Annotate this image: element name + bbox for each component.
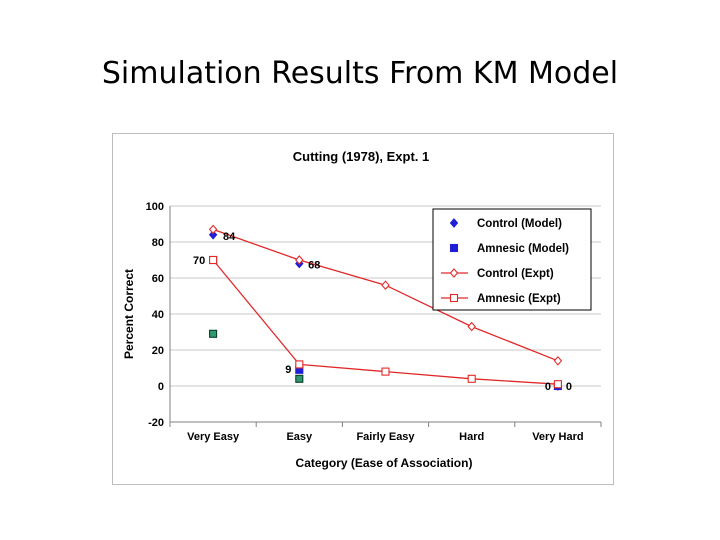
chart-frame: Cutting (1978), Expt. 1 Percent Correct … — [112, 133, 614, 485]
data-label: 68 — [308, 260, 320, 272]
chart-title: Cutting (1978), Expt. 1 — [293, 149, 430, 164]
data-point — [209, 255, 218, 265]
y-tick-label: -20 — [148, 417, 164, 429]
data-point — [209, 329, 218, 338]
chart-legend: Control (Model) Amnesic (Model) Control (E… — [432, 208, 592, 311]
x-tick-label: Very Easy — [187, 431, 240, 443]
data-point — [381, 280, 390, 291]
legend-label: Control (Expt) — [477, 268, 554, 280]
data-point — [295, 374, 304, 383]
plot-area: 100 80 60 40 20 0 -20 Very Easy Easy Fairly Easy H… — [146, 201, 602, 443]
slide-title: Simulation Results From KM Model — [101, 56, 619, 91]
y-tick-label: 80 — [152, 237, 164, 249]
y-tick-label: 40 — [152, 309, 164, 321]
legend-marker — [449, 243, 459, 253]
data-point — [553, 380, 562, 389]
data-point — [208, 229, 218, 240]
data-point — [381, 367, 390, 376]
x-tick-label: Easy — [286, 431, 313, 443]
legend-marker — [449, 218, 459, 228]
x-tick-label: Hard — [459, 431, 484, 443]
data-label: 0 — [545, 381, 551, 393]
data-point — [208, 224, 218, 235]
data-point — [295, 255, 304, 265]
y-tick-label: 60 — [152, 273, 164, 285]
data-point — [467, 321, 476, 332]
data-point — [295, 360, 304, 369]
data-point — [467, 374, 476, 383]
y-tick-label: 20 — [152, 345, 164, 357]
y-tick-label: 0 — [158, 381, 164, 393]
x-axis-label: Category (Ease of Association) — [296, 456, 473, 470]
y-tick-label: 100 — [146, 201, 164, 213]
x-tick-label: Fairly Easy — [356, 431, 415, 443]
data-label: 9 — [285, 364, 291, 376]
data-label: 70 — [193, 255, 205, 267]
x-tick-label: Very Hard — [532, 431, 583, 443]
data-label: 84 — [223, 231, 236, 243]
chart-canvas: Cutting (1978), Expt. 1 Percent Correct … — [122, 149, 602, 470]
data-point — [553, 355, 563, 366]
y-axis-label: Percent Correct — [122, 269, 136, 359]
legend-box — [432, 208, 592, 311]
legend-label: Control (Model) — [477, 218, 562, 230]
legend-marker — [449, 293, 459, 303]
legend-marker — [449, 268, 459, 278]
legend-label: Amnesic (Expt) — [477, 293, 561, 305]
data-label: 0 — [566, 381, 572, 393]
legend-label: Amnesic (Model) — [477, 243, 569, 255]
